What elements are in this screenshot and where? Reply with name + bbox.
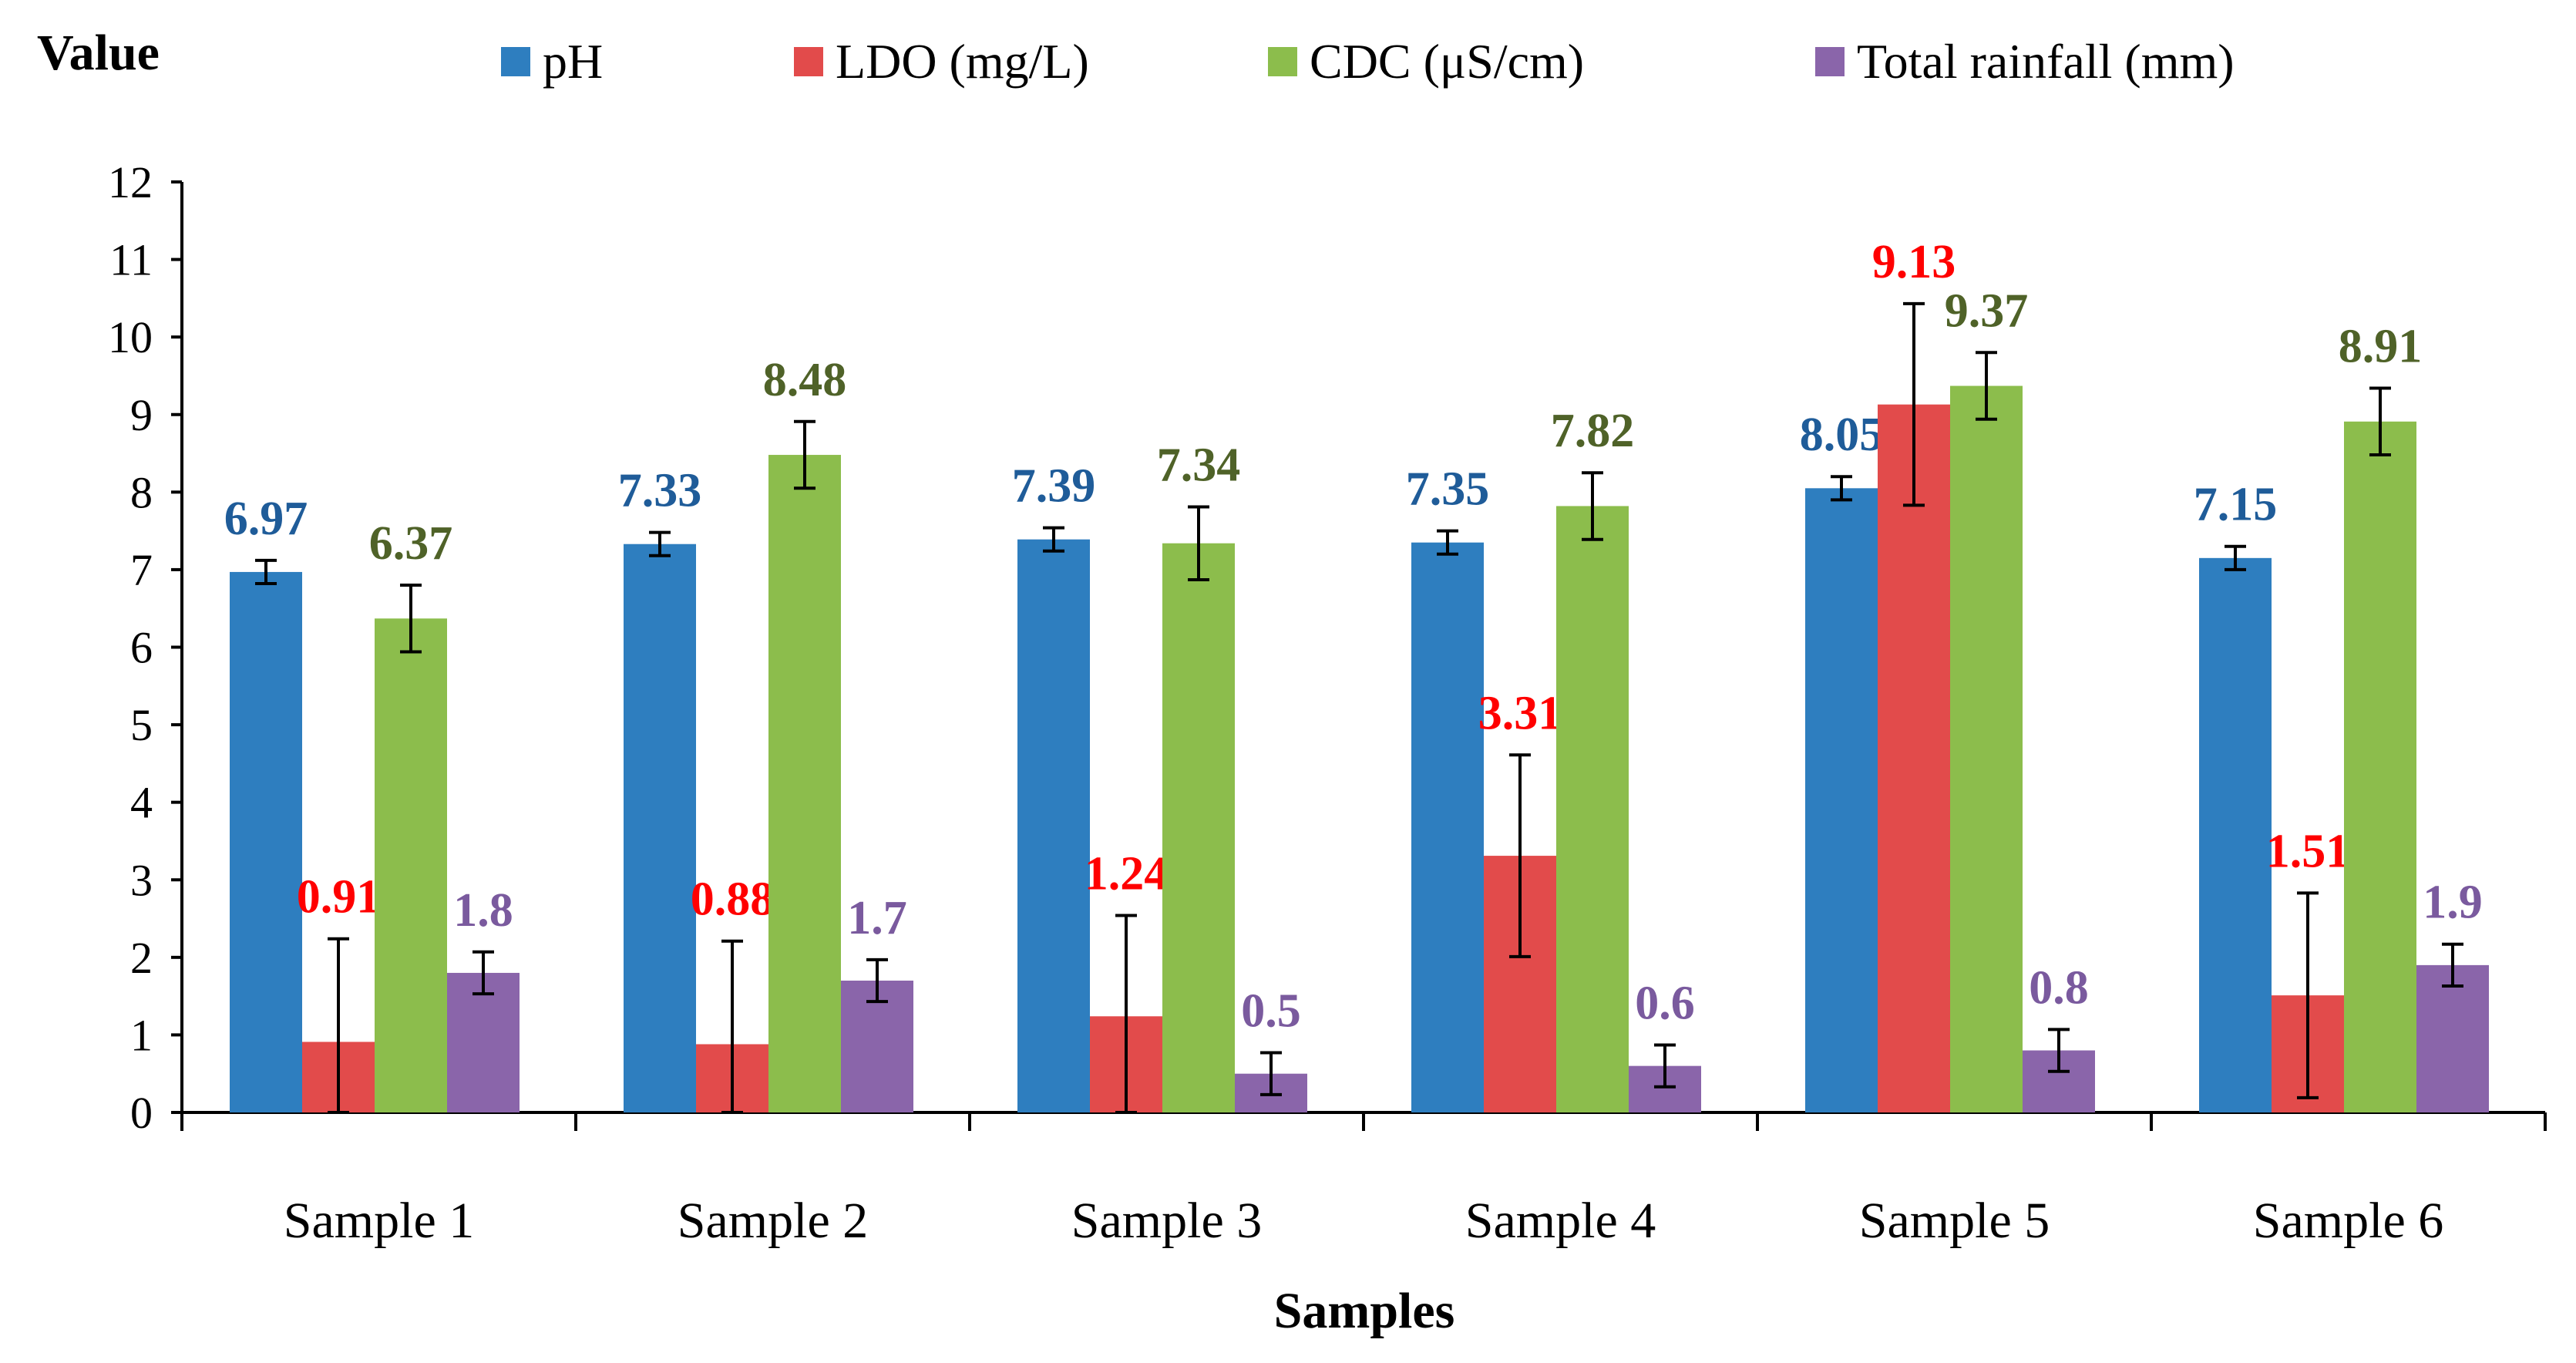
data-label: 1.7: [847, 892, 907, 944]
x-axis-title: Samples: [1274, 1283, 1455, 1339]
x-tick-label: Sample 2: [678, 1193, 868, 1249]
y-tick-label: 4: [130, 778, 153, 828]
y-tick-label: 7: [130, 545, 153, 595]
x-tick-label: Sample 3: [1071, 1193, 1262, 1249]
bar-1: [2199, 557, 2272, 1112]
bar-3: [1950, 385, 2023, 1112]
x-tick-label: Sample 6: [2253, 1193, 2443, 1249]
legend-swatch-3: [1268, 47, 1297, 76]
bar-4: [2416, 964, 2489, 1112]
data-label: 0.5: [1241, 985, 1301, 1038]
bar-1: [1805, 488, 1878, 1112]
bar-2: [1878, 404, 1950, 1112]
bar-3: [375, 618, 447, 1112]
x-tick-label: Sample 1: [284, 1193, 474, 1249]
legend-swatch-4: [1815, 47, 1845, 76]
y-tick-label: 9: [130, 390, 153, 440]
legend-label: LDO (mg/L): [836, 34, 1089, 89]
data-label: 0.8: [2029, 961, 2089, 1014]
x-tick-label: Sample 5: [1859, 1193, 2050, 1249]
legend-label: CDC (μS/cm): [1310, 34, 1584, 89]
data-label: 1.9: [2423, 877, 2483, 929]
bar-4: [447, 972, 520, 1112]
legend-label: pH: [543, 34, 603, 89]
y-tick-label: 8: [130, 467, 153, 517]
data-label: 0.88: [691, 873, 775, 926]
y-tick-label: 3: [130, 855, 153, 905]
bar-3: [1556, 506, 1629, 1112]
y-tick-label: 10: [108, 312, 153, 362]
x-tick-label: Sample 4: [1465, 1193, 1656, 1249]
bar-1: [1017, 539, 1090, 1112]
data-label: 8.91: [2339, 321, 2423, 373]
y-tick-label: 1: [130, 1010, 153, 1060]
data-label: 7.33: [618, 465, 702, 517]
data-label: 9.37: [1945, 284, 2029, 337]
bar-1: [1411, 542, 1484, 1112]
legend-label: Total rainfall (mm): [1857, 34, 2235, 89]
data-label: 6.97: [224, 493, 308, 545]
data-label: 7.82: [1551, 405, 1635, 457]
data-label: 7.35: [1406, 463, 1490, 516]
legend-swatch-2: [794, 47, 823, 76]
data-label: 3.31: [1478, 687, 1562, 739]
data-label: 1.8: [453, 884, 513, 937]
data-label: 7.15: [2194, 479, 2278, 531]
y-axis-title: Value: [37, 25, 160, 81]
bar-3: [1162, 543, 1235, 1112]
data-label: 8.48: [763, 354, 847, 406]
y-tick-label: 2: [130, 933, 153, 983]
legend: pH LDO (mg/L) CDC (μS/cm) Total rainfall (m…: [501, 34, 2235, 89]
data-label: 0.91: [297, 871, 381, 924]
y-tick-label: 5: [130, 700, 153, 750]
data-label: 9.13: [1872, 236, 1956, 288]
y-tick-label: 0: [130, 1088, 153, 1138]
y-tick-label: 6: [130, 623, 153, 673]
data-label: 7.39: [1012, 460, 1096, 513]
data-label: 8.05: [1800, 409, 1884, 461]
y-tick-label: 12: [108, 157, 153, 207]
data-label: 7.34: [1157, 439, 1241, 491]
bar-1: [624, 544, 696, 1112]
bar-3: [768, 455, 841, 1112]
data-label: 6.37: [369, 517, 453, 570]
data-label: 0.6: [1635, 977, 1695, 1029]
data-label: 1.24: [1085, 848, 1169, 900]
y-tick-label: 11: [109, 235, 153, 285]
bar-3: [2344, 421, 2416, 1112]
legend-swatch-1: [501, 47, 530, 76]
bar-1: [230, 571, 302, 1112]
data-label: 1.51: [2266, 825, 2350, 877]
